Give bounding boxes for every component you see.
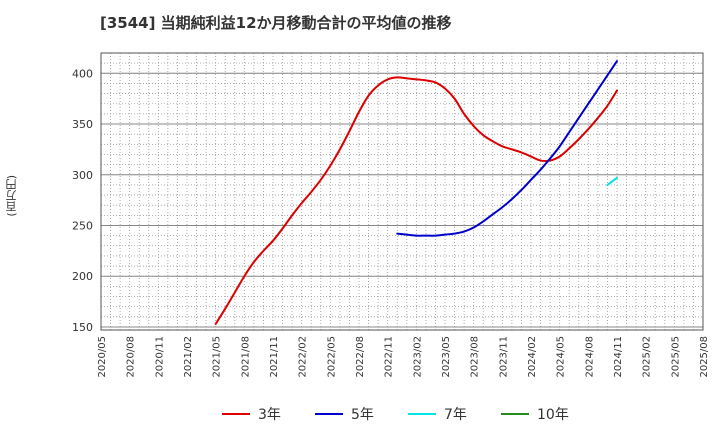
x-tick-label: 2021/08 [240, 336, 251, 378]
chart-title: [3544] 当期純利益12か月移動合計の平均値の推移 [100, 14, 452, 32]
x-tick-label: 2023/11 [498, 336, 509, 378]
y-tick-label: 150 [72, 321, 93, 334]
legend-swatch [315, 413, 343, 415]
legend-swatch [501, 413, 529, 415]
series-line-5年 [396, 60, 618, 237]
legend-swatch [222, 413, 250, 415]
x-tick-label: 2022/02 [298, 336, 309, 378]
legend: 3年 5年 7年 10年 [0, 404, 720, 426]
x-tick-label: 2025/05 [670, 336, 681, 378]
series-lines [214, 60, 618, 325]
x-tick-label: 2024/08 [584, 336, 595, 378]
x-tick-label: 2023/02 [412, 336, 423, 378]
legend-swatch [408, 413, 436, 415]
legend-item: 5年 [315, 404, 374, 424]
legend-label: 3年 [258, 407, 281, 423]
y-tick-label: 200 [72, 270, 93, 283]
series-line-7年 [606, 176, 618, 186]
x-tick-label: 2024/11 [613, 336, 624, 378]
y-tick-label: 350 [72, 118, 93, 131]
legend-label: 5年 [351, 407, 374, 423]
x-tick-label: 2024/02 [527, 336, 538, 378]
x-tick-label: 2023/08 [470, 336, 481, 378]
y-tick-label: 250 [72, 219, 93, 232]
x-tick-label: 2021/05 [212, 336, 223, 378]
x-tick-label: 2025/08 [699, 336, 710, 378]
plot-frame [100, 52, 704, 331]
legend-label: 7年 [444, 407, 467, 423]
x-tick-label: 2022/05 [326, 336, 337, 378]
plot-area [101, 53, 703, 330]
x-tick-label: 2025/02 [642, 336, 653, 378]
x-tick-label: 2020/11 [154, 336, 165, 378]
axis-ticks: 150 200 250 300 350 400 2020/05 2020/08 2020/11 2… [72, 67, 710, 377]
x-tick-label: 2022/08 [355, 336, 366, 378]
x-tick-label: 2022/11 [384, 336, 395, 378]
y-tick-label: 300 [72, 169, 93, 182]
x-tick-label: 2023/05 [441, 336, 452, 378]
y-tick-label: 400 [72, 67, 93, 80]
legend-item: 7年 [408, 404, 467, 424]
x-tick-label: 2021/11 [269, 336, 280, 378]
legend-label: 10年 [537, 407, 569, 423]
x-tick-label: 2024/05 [556, 336, 567, 378]
legend-item: 3年 [222, 404, 281, 424]
legend-item: 10年 [501, 404, 569, 424]
x-tick-label: 2021/02 [183, 336, 194, 378]
x-tick-label: 2020/05 [97, 336, 108, 378]
x-tick-label: 2020/08 [126, 336, 137, 378]
series-line-3年 [214, 76, 618, 325]
